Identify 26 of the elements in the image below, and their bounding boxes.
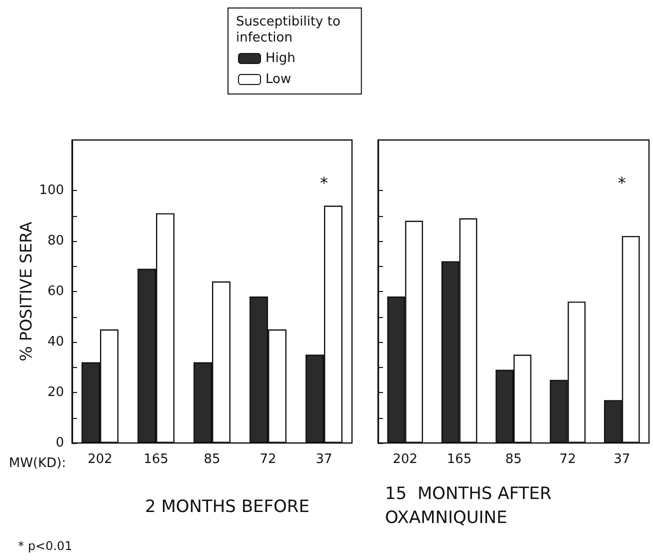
x-tick-label: 72 [559,452,576,467]
text: 2 MONTHS BEFORE [145,497,310,517]
x-tick-label: 72 [260,452,276,467]
legend-title: Susceptibility to infection [236,14,345,46]
y-tick-label: 60 [47,284,64,299]
y-tick-label: 0 [56,436,64,450]
x-axis-title: MW(KD): [8,456,66,471]
x-tick-label: 85 [204,452,220,467]
y-tick-label: 80 [47,234,64,248]
text: 15 MONTHS AFTER OXAMNIQUINE [385,484,552,528]
x-tick-label: 85 [505,452,522,467]
x-tick-label: 37 [614,452,630,467]
y-tick-label: 20 [47,385,64,400]
x-tick-label: 37 [316,452,332,467]
y-tick-label: 40 [47,334,64,350]
x-tick-label: 202 [392,452,418,467]
annotation: * [320,174,328,192]
annotation: * [618,174,626,192]
x-tick-label: 202 [88,452,112,467]
y-axis-title: % POSITIVE SERA [16,222,36,362]
x-tick-label: 165 [446,452,472,467]
legend-label: High [266,51,296,66]
x-tick-label: 165 [144,452,168,467]
y-tick-label: 100 [39,183,64,198]
legend-label: Low [266,72,292,87]
text: * p<0.01 [18,539,72,553]
